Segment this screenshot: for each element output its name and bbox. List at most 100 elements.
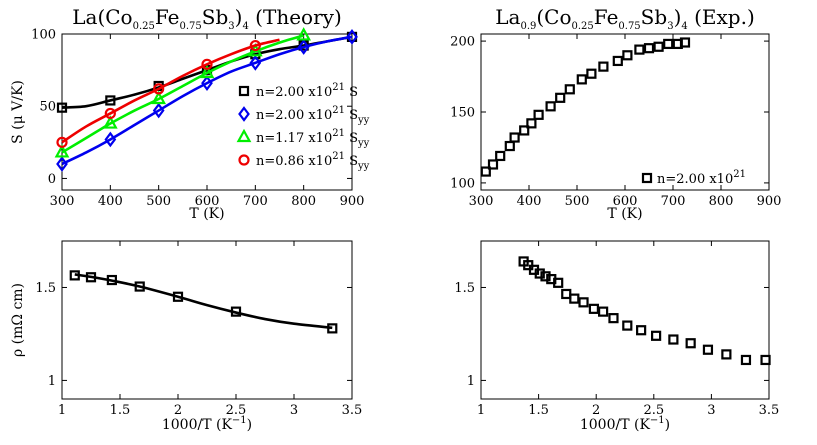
legend-label: n=0.86 x1021 Syy <box>256 151 370 172</box>
data-point <box>151 90 167 105</box>
data-point <box>104 131 117 148</box>
chart-exp_rho: 1 1.5 2 2.5 3 3.5 1 1.5 1000/T (K−1) <box>454 240 779 433</box>
title-subscript: 3 <box>667 21 673 32</box>
x-label-tail: ) <box>247 417 252 433</box>
legend-label: n=2.00 x1021 S <box>256 82 358 100</box>
y-tick-label: 0 <box>48 172 56 187</box>
x-tick-label: 1.5 <box>528 403 549 418</box>
data-point <box>56 156 68 172</box>
legend-marker <box>236 128 252 143</box>
x-tick-label: 3.5 <box>342 403 363 418</box>
title-subscript: 4 <box>681 21 687 32</box>
data-point <box>598 61 609 72</box>
legend-superscript: 21 <box>733 169 746 180</box>
legend-superscript: 21 <box>332 105 345 116</box>
x-tick-label: 400 <box>517 194 542 209</box>
plot-frame <box>480 33 770 191</box>
data-point <box>230 306 242 317</box>
data-point <box>534 268 545 279</box>
data-point <box>102 115 118 129</box>
y-tick-label: 150 <box>450 106 475 121</box>
data-point <box>598 306 609 317</box>
legend: n=2.00 x1021 <box>641 169 746 187</box>
title-part: Sb <box>202 5 229 29</box>
title-subscript: 0.9 <box>520 21 536 32</box>
title-part: La <box>495 5 520 29</box>
chart-title: La(Co0.25Fe0.75Sb3)4 (Theory) <box>72 5 342 32</box>
x-tick-label: 900 <box>757 194 782 209</box>
y-tick-label: 1 <box>48 374 56 389</box>
x-tick-label: 500 <box>565 194 590 209</box>
data-point <box>519 125 530 136</box>
x-tick-label: 800 <box>709 194 734 209</box>
data-point <box>740 354 752 366</box>
data-point <box>622 50 633 61</box>
data-point <box>509 132 520 143</box>
data-point <box>545 101 556 112</box>
data-point <box>297 39 310 55</box>
data-point <box>201 58 213 70</box>
data-point <box>553 277 564 288</box>
data-point <box>106 274 117 286</box>
legend-main: n=0.86 x10 <box>256 154 332 169</box>
data-point <box>622 320 633 331</box>
data-point <box>526 118 537 129</box>
data-point <box>201 75 213 91</box>
y-tick-label: 200 <box>450 35 475 50</box>
data-point <box>564 84 575 95</box>
legend-label: n=2.00 x1021 Syy <box>256 105 370 126</box>
legend-marker <box>641 172 653 184</box>
data-point <box>663 38 674 50</box>
legend-subscript: yy <box>357 138 370 149</box>
y-tick-label: 50 <box>39 100 56 115</box>
chart-theory_rho: 1 1.5 2 2.5 3 3.5 1 1.5 1000/T (K−1) ρ (mΩ cm) <box>10 240 363 433</box>
x-tick-label: 700 <box>661 194 686 209</box>
y-axis-label: ρ (mΩ cm) <box>10 283 26 357</box>
x-tick-label: 2 <box>174 403 182 418</box>
data-point <box>634 44 645 55</box>
title-part: Sb <box>641 5 668 29</box>
data-point <box>249 55 262 71</box>
data-point <box>668 334 679 345</box>
x-tick-label: 900 <box>340 194 365 209</box>
series-0 <box>480 37 691 177</box>
title-part: Fe <box>155 5 180 29</box>
legend-tail: S <box>345 108 358 123</box>
legend-superscript: 21 <box>332 128 345 139</box>
legend-marker <box>238 106 250 122</box>
data-point <box>152 102 165 119</box>
y-tick-label: 1.5 <box>454 281 475 296</box>
title-subscript: 0.25 <box>133 21 155 32</box>
legend-main: n=2.00 x10 <box>256 85 332 100</box>
x-tick-label: 700 <box>243 194 268 209</box>
x-tick-label: 400 <box>98 194 123 209</box>
title-part: La(Co <box>72 5 132 29</box>
legend-subscript: yy <box>357 115 370 126</box>
x-tick-label: 500 <box>146 194 171 209</box>
title-part: ) <box>235 5 243 29</box>
title-part: ) <box>674 5 682 29</box>
x-tick-label: 2.5 <box>643 403 664 418</box>
x-tick-label: 1.5 <box>110 403 131 418</box>
y-tick-label: 100 <box>31 28 56 43</box>
data-point <box>327 323 338 334</box>
data-point <box>721 349 732 360</box>
x-tick-label: 2 <box>592 403 600 418</box>
legend-superscript: 21 <box>332 82 345 93</box>
chart-theory_S: 300 400 500 600 700 800 900 0 50 100 La(Co0.25Fe0.… <box>10 5 370 222</box>
x-label-main: 1000/T (K <box>580 417 651 433</box>
x-tick-label: 300 <box>50 194 75 209</box>
series-3 <box>56 38 280 148</box>
series-line <box>74 273 333 330</box>
data-point <box>249 39 261 52</box>
data-point <box>487 159 499 170</box>
data-point <box>105 95 116 106</box>
data-point <box>651 330 662 341</box>
x-axis-label: T (K) <box>189 206 224 222</box>
data-point <box>760 354 771 366</box>
data-point <box>172 291 184 302</box>
data-point <box>612 55 623 67</box>
y-tick-label: 100 <box>450 176 475 191</box>
legend-marker <box>238 154 250 166</box>
